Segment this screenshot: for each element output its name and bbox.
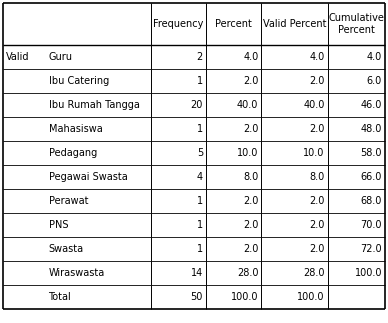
Text: 2.0: 2.0: [309, 244, 325, 254]
Text: 6.0: 6.0: [367, 76, 382, 86]
Text: 1: 1: [197, 196, 203, 206]
Text: 4.0: 4.0: [243, 52, 258, 62]
Text: 100.0: 100.0: [231, 292, 258, 302]
Text: 2.0: 2.0: [243, 220, 258, 230]
Text: 2: 2: [197, 52, 203, 62]
Text: 1: 1: [197, 244, 203, 254]
Text: Swasta: Swasta: [48, 244, 84, 254]
Text: 48.0: 48.0: [360, 124, 382, 134]
Text: 4.0: 4.0: [310, 52, 325, 62]
Text: 10.0: 10.0: [303, 148, 325, 158]
Text: 70.0: 70.0: [360, 220, 382, 230]
Text: 2.0: 2.0: [243, 244, 258, 254]
Text: Valid: Valid: [6, 52, 29, 62]
Text: 20: 20: [191, 100, 203, 110]
Text: Frequency: Frequency: [153, 19, 203, 29]
Text: 100.0: 100.0: [355, 268, 382, 278]
Text: 10.0: 10.0: [237, 148, 258, 158]
Text: Valid Percent: Valid Percent: [263, 19, 326, 29]
Text: Ibu Rumah Tangga: Ibu Rumah Tangga: [48, 100, 139, 110]
Text: 1: 1: [197, 124, 203, 134]
Text: Wiraswasta: Wiraswasta: [48, 268, 105, 278]
Text: 66.0: 66.0: [360, 172, 382, 182]
Text: 14: 14: [191, 268, 203, 278]
Text: Pedagang: Pedagang: [48, 148, 97, 158]
Text: 46.0: 46.0: [360, 100, 382, 110]
Text: 68.0: 68.0: [360, 196, 382, 206]
Text: 4: 4: [197, 172, 203, 182]
Text: 4.0: 4.0: [367, 52, 382, 62]
Text: 58.0: 58.0: [360, 148, 382, 158]
Text: 2.0: 2.0: [309, 196, 325, 206]
Text: 50: 50: [191, 292, 203, 302]
Text: Mahasiswa: Mahasiswa: [48, 124, 102, 134]
Text: 1: 1: [197, 220, 203, 230]
Text: Pegawai Swasta: Pegawai Swasta: [48, 172, 127, 182]
Text: Perawat: Perawat: [48, 196, 88, 206]
Text: Guru: Guru: [48, 52, 73, 62]
Text: Percent: Percent: [215, 19, 252, 29]
Text: 8.0: 8.0: [243, 172, 258, 182]
Text: PNS: PNS: [48, 220, 68, 230]
Text: 28.0: 28.0: [303, 268, 325, 278]
Text: 2.0: 2.0: [243, 124, 258, 134]
Text: 2.0: 2.0: [309, 76, 325, 86]
Text: Cumulative
Percent: Cumulative Percent: [329, 13, 385, 35]
Text: Total: Total: [48, 292, 71, 302]
Text: 28.0: 28.0: [237, 268, 258, 278]
Text: 100.0: 100.0: [297, 292, 325, 302]
Text: 5: 5: [197, 148, 203, 158]
Text: 2.0: 2.0: [309, 220, 325, 230]
Text: 1: 1: [197, 76, 203, 86]
Text: 2.0: 2.0: [243, 196, 258, 206]
Text: 8.0: 8.0: [310, 172, 325, 182]
Text: 40.0: 40.0: [237, 100, 258, 110]
Text: 72.0: 72.0: [360, 244, 382, 254]
Text: 2.0: 2.0: [243, 76, 258, 86]
Text: 2.0: 2.0: [309, 124, 325, 134]
Text: Ibu Catering: Ibu Catering: [48, 76, 109, 86]
Text: 40.0: 40.0: [303, 100, 325, 110]
